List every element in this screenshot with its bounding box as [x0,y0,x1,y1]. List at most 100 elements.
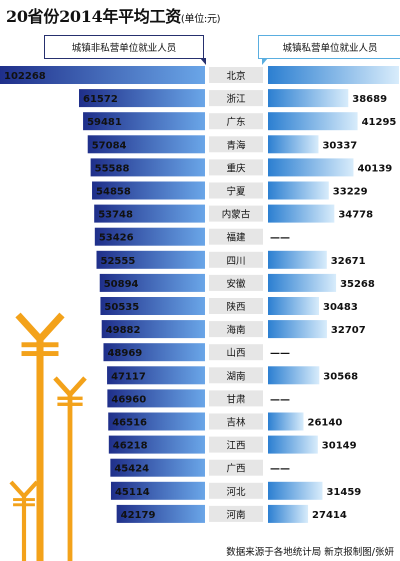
province-label: 安徽 [226,278,246,290]
bar-private [268,366,320,385]
province-box [209,205,263,222]
province-box [209,159,263,176]
label-nonprivate: 61572 [83,94,118,105]
label-nonprivate: 46960 [111,394,146,405]
label-nonprivate: 59481 [87,117,122,128]
label-private-missing: —— [270,394,290,405]
bar-private [268,135,319,154]
bar-private [268,297,319,315]
bar-nonprivate [107,366,205,385]
label-nonprivate: 102268 [4,71,46,82]
chart-row: 47117 湖南 30568 [107,366,358,385]
chart-row: 46218 江西 30149 [108,435,357,454]
label-private-missing: —— [270,464,290,475]
chart-row: 50894 安徽 35268 [99,273,375,292]
bar-nonprivate [110,458,205,477]
label-nonprivate: 48969 [107,348,142,359]
chart-row: 59481 广东 41295 [83,112,396,131]
label-private: 32707 [331,325,366,336]
label-private: 35268 [340,279,375,290]
label-private: 27414 [312,510,347,521]
label-nonprivate: 52555 [101,256,136,267]
label-private: 30483 [323,302,358,313]
bar-nonprivate [108,412,205,431]
bar-nonprivate [90,158,205,177]
province-box [209,321,263,338]
chart-row: 46960 甘肃 —— [107,389,290,408]
bar-private [268,435,318,454]
chart-row: 46516 吉林 26140 [108,412,342,431]
province-label: 北京 [226,70,245,82]
bar-nonprivate [0,66,205,84]
yuan-icon-medium [53,376,87,561]
province-label: 浙江 [226,93,246,105]
chart-row: 50535 陕西 30483 [100,297,358,315]
province-label: 福建 [226,232,246,244]
label-private-missing: —— [270,348,290,359]
bar-private [268,89,349,108]
bar-private [268,412,304,431]
bar-nonprivate [99,273,205,292]
source-note: 数据来源于各地统计局 新京报制图/张妍 [226,547,394,558]
label-private-missing: —— [270,233,290,244]
label-nonprivate: 50535 [104,302,139,313]
bar-private [268,481,323,500]
bar-nonprivate [92,181,205,200]
bar-nonprivate [79,89,205,108]
bar-private [268,250,327,269]
legend-private-label: 城镇私营单位就业人员 [282,43,378,54]
bar-nonprivate [94,227,205,246]
label-nonprivate: 47117 [111,371,146,382]
chart-row: 45424 广西 —— [110,458,290,477]
province-box [209,67,263,83]
province-box [209,367,263,384]
province-box [209,182,263,199]
chart-row: 45114 河北 31459 [110,481,361,500]
chart-row: 61572 浙江 38689 [79,89,387,108]
province-label: 广东 [226,116,245,128]
province-box [209,298,263,314]
title-unit: (单位:元) [180,14,221,25]
label-private: 38689 [352,94,387,105]
legend-private-pointer [262,58,268,65]
label-nonprivate: 53426 [99,233,134,244]
label-private: 30568 [323,371,358,382]
bar-nonprivate [83,112,205,131]
province-box [209,274,263,291]
chart-row: 57084 青海 30337 [87,135,357,154]
label-private: 30149 [322,441,357,452]
province-box [209,482,263,499]
legend-nonprivate-label: 城镇非私营单位就业人员 [71,43,177,54]
bar-nonprivate [100,297,205,315]
bar-nonprivate [110,481,205,500]
bar-nonprivate [107,389,205,408]
province-label: 广西 [226,463,245,475]
yuan-icon-small [9,480,39,561]
chart-row: 54858 宁夏 33229 [92,181,368,200]
label-private: 30337 [322,140,357,151]
label-private: 26140 [307,418,342,429]
province-box [209,90,263,107]
bar-nonprivate [101,320,205,339]
label-nonprivate: 45114 [115,487,150,498]
label-private: 33229 [333,187,368,198]
chart-row: 49882 海南 32707 [101,320,366,339]
province-label: 海南 [226,324,245,336]
bar-nonprivate [94,204,205,223]
bar-private [268,66,399,84]
label-private: 40139 [357,163,392,174]
label-nonprivate: 54858 [96,187,131,198]
province-label: 陕西 [226,301,245,313]
province-box [209,113,263,130]
chart-row: 102268北京52902 [0,66,399,84]
province-label: 四川 [226,256,245,267]
label-private: 34778 [338,210,373,221]
province-box [209,136,263,153]
legend-private: 城镇私营单位就业人员 [258,35,400,59]
label-private: 32671 [331,256,366,267]
province-label: 山西 [226,348,245,359]
label-private: 31459 [326,487,361,498]
label-nonprivate: 46516 [112,418,147,429]
title-text: 20省份2014年平均工资 [6,7,181,26]
bar-nonprivate [103,343,205,362]
